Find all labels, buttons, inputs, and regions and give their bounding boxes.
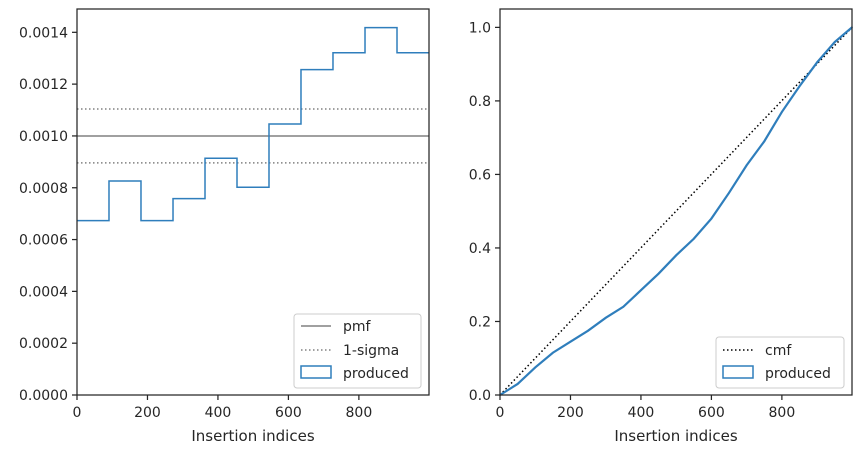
produced-cmf-point (763, 140, 766, 143)
legend-produced-label: produced (343, 366, 409, 382)
histogram-bin (77, 221, 109, 395)
histogram-bin (141, 221, 173, 395)
histogram-y-tick-label: 0.0006 (19, 233, 68, 249)
histogram-y-tick-label: 0.0000 (19, 388, 68, 404)
produced-cmf-point (569, 340, 572, 343)
cumulative-y-tick-label: 0.2 (469, 314, 491, 330)
histogram-y-tick-label: 0.0010 (19, 129, 68, 145)
produced-cmf-point (798, 85, 801, 88)
cumulative-legend: cmf produced (715, 336, 845, 389)
produced-cmf-point (551, 351, 554, 354)
cumulative-panel: 0 200 400 600 800 0.0 0.2 0.4 0.6 0.8 1.0 Inserti… (469, 8, 853, 445)
histogram-y-tick-label: 0.0012 (19, 77, 68, 93)
legend-produced-swatch (300, 365, 332, 379)
histogram-x-tick-label: 400 (205, 405, 232, 421)
legend-cum-produced-swatch (722, 365, 754, 379)
produced-cmf-point (622, 305, 625, 308)
legend-sigma-label: 1-sigma (343, 343, 399, 359)
produced-cmf-point (816, 61, 819, 64)
cumulative-plot-frame (499, 8, 853, 396)
histogram-bin (205, 158, 237, 395)
produced-cmf-point (833, 41, 836, 43)
histogram-bin (173, 199, 205, 395)
histogram-legend-box (293, 313, 422, 389)
cumulative-x-tick-label: 0 (496, 405, 505, 421)
cmf-series-line (499, 26, 853, 396)
produced-cmf-point (534, 366, 537, 369)
cumulative-x-axis-label: Insertion indices (614, 427, 737, 445)
produced-cmf-point (516, 383, 519, 385)
histogram-bin (109, 181, 141, 395)
legend-cmf-label: cmf (765, 343, 792, 359)
histogram-y-tick-label: 0.0008 (19, 181, 68, 197)
histogram-y-tick-label: 0.0002 (19, 336, 68, 352)
histogram-x-axis-label: Insertion indices (191, 427, 314, 445)
histogram-panel: 0 200 400 600 800 0.0000 0.0002 0.0004 0.0006 0.… (19, 8, 430, 445)
cumulative-x-tick-label: 400 (628, 405, 655, 421)
histogram-x-tick-label: 0 (73, 405, 82, 421)
cumulative-y-tick-label: 0.6 (469, 167, 491, 183)
produced-cmf-point (604, 316, 607, 319)
produced-cmf-point (728, 191, 730, 194)
produced-histogram-step (77, 26, 429, 222)
legend-cum-produced-label: produced (765, 366, 831, 382)
produced-cmf-point (745, 164, 748, 167)
histogram-bin (237, 187, 269, 395)
histogram-x-tick-label: 600 (275, 405, 302, 421)
cumulative-y-tick-label: 0.0 (469, 388, 491, 404)
produced-cmf-point (780, 111, 783, 113)
cumulative-y-tick-label: 0.4 (469, 241, 491, 257)
histogram-x-tick-label: 800 (346, 405, 373, 421)
cumulative-x-tick-label: 800 (769, 405, 796, 421)
legend-pmf-label: pmf (343, 319, 372, 335)
histogram-x-tick-label: 200 (134, 405, 161, 421)
produced-cmf-point (657, 272, 660, 275)
produced-cmf-point (640, 289, 642, 292)
histogram-y-tick-label: 0.0004 (19, 284, 68, 300)
histogram-plot-frame (76, 8, 430, 396)
produced-cmf-point (692, 237, 695, 240)
cumulative-y-tick-label: 0.8 (469, 94, 491, 110)
produced-cmf-point (587, 329, 589, 332)
cumulative-x-tick-label: 600 (698, 405, 725, 421)
produced-cmf-point (710, 217, 713, 220)
cumulative-y-tick-label: 1.0 (469, 20, 491, 36)
cumulative-x-tick-label: 200 (557, 405, 584, 421)
produced-cmf-point (675, 254, 678, 257)
histogram-y-tick-label: 0.0014 (19, 25, 68, 41)
histogram-legend: pmf 1-sigma produced (293, 313, 422, 389)
